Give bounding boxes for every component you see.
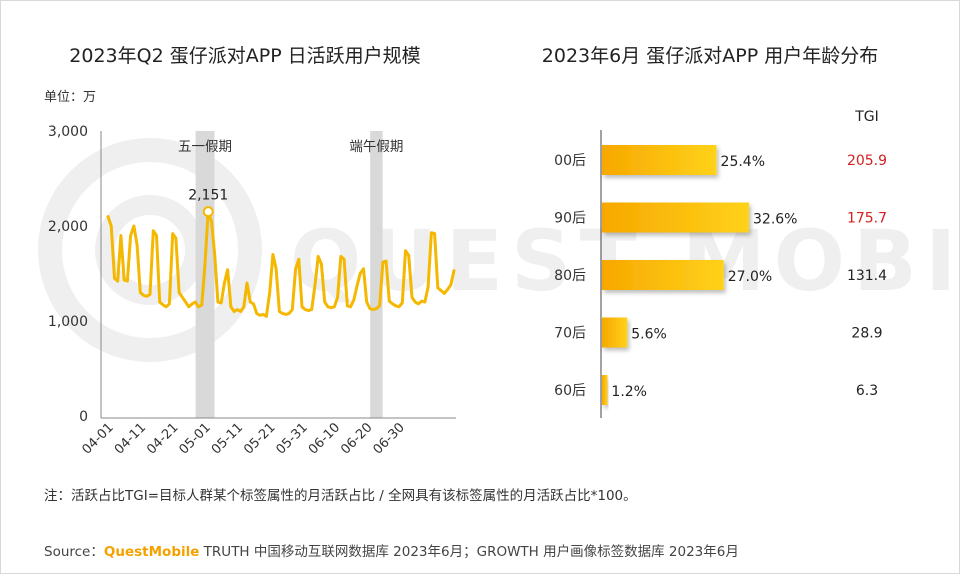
bar-value-label: 5.6% bbox=[631, 327, 667, 343]
source-line: Source：QuestMobile TRUTH 中国移动互联网数据库 2023… bbox=[44, 540, 739, 560]
x-tick-label: 04-01 bbox=[80, 420, 117, 457]
tgi-value: 28.9 bbox=[851, 326, 882, 342]
y-tick-label: 2,000 bbox=[48, 219, 88, 235]
age-bar bbox=[602, 260, 724, 290]
y-tick-labels: 3,000 2,000 1,000 0 bbox=[48, 124, 88, 425]
left-chart-title: 2023年Q2 蛋仔派对APP 日活跃用户规模 bbox=[69, 45, 420, 67]
x-tick-label: 05-11 bbox=[209, 420, 246, 457]
y-tick-label: 1,000 bbox=[48, 314, 88, 330]
bar-value-label: 27.0% bbox=[728, 269, 772, 285]
holiday-label: 端午假期 bbox=[349, 139, 403, 155]
source-text: TRUTH 中国移动互联网数据库 2023年6月；GROWTH 用户画像标签数据… bbox=[199, 544, 739, 560]
peak-label: 2,151 bbox=[188, 188, 228, 204]
watermark: QUEST MOBILE bbox=[38, 138, 960, 362]
bar-value-label: 32.6% bbox=[753, 212, 797, 228]
source-brand: QuestMobile bbox=[103, 544, 200, 560]
age-bar bbox=[602, 202, 749, 233]
right-chart-title: 2023年6月 蛋仔派对APP 用户年龄分布 bbox=[542, 45, 878, 67]
age-bar bbox=[602, 145, 717, 175]
y-tick-label: 3,000 bbox=[48, 124, 88, 140]
tgi-value: 175.7 bbox=[847, 211, 887, 227]
x-tick-label: 06-20 bbox=[338, 420, 375, 457]
bar-value-label: 1.2% bbox=[611, 384, 647, 400]
age-bar-chart: 00后 25.4% 205.9 90后 32.6% 175.7 80后 27.0% 131.4 7… bbox=[554, 130, 887, 418]
category-label: 70后 bbox=[554, 326, 586, 342]
source-prefix: Source： bbox=[44, 544, 104, 560]
tgi-header: TGI bbox=[854, 109, 879, 125]
x-tick-label: 06-10 bbox=[306, 420, 343, 457]
age-bar bbox=[602, 375, 608, 405]
age-bar bbox=[602, 317, 628, 348]
x-tick-label: 05-01 bbox=[177, 420, 214, 457]
bar-value-label: 25.4% bbox=[721, 154, 765, 170]
footnote: 注：活跃占比TGI=目标人群某个标签属性的月活跃占比 / 全网具有该标签属性的月… bbox=[44, 488, 637, 504]
category-label: 80后 bbox=[554, 268, 586, 284]
tgi-value: 131.4 bbox=[847, 268, 887, 284]
holiday-label: 五一假期 bbox=[178, 139, 232, 155]
x-tick-label: 05-21 bbox=[241, 420, 278, 457]
tgi-value: 6.3 bbox=[856, 383, 878, 399]
dau-series-line bbox=[106, 210, 456, 318]
x-tick-labels: 04-0104-1104-2105-0105-1105-2105-3106-10… bbox=[80, 420, 408, 457]
category-label: 90后 bbox=[554, 211, 586, 227]
x-tick-label: 04-11 bbox=[112, 420, 149, 457]
x-tick-label: 04-21 bbox=[144, 420, 181, 457]
category-label: 00后 bbox=[554, 153, 586, 169]
age-bars: 00后 25.4% 205.9 90后 32.6% 175.7 80后 27.0% 131.4 7… bbox=[554, 145, 887, 405]
peak-marker bbox=[202, 206, 214, 218]
holiday-band bbox=[370, 131, 383, 418]
y-tick-label: 0 bbox=[79, 409, 88, 425]
category-label: 60后 bbox=[554, 383, 586, 399]
tgi-value: 205.9 bbox=[847, 153, 887, 169]
unit-label: 单位：万 bbox=[44, 90, 96, 105]
x-tick-label: 05-31 bbox=[274, 420, 311, 457]
x-tick-label: 06-30 bbox=[371, 420, 408, 457]
